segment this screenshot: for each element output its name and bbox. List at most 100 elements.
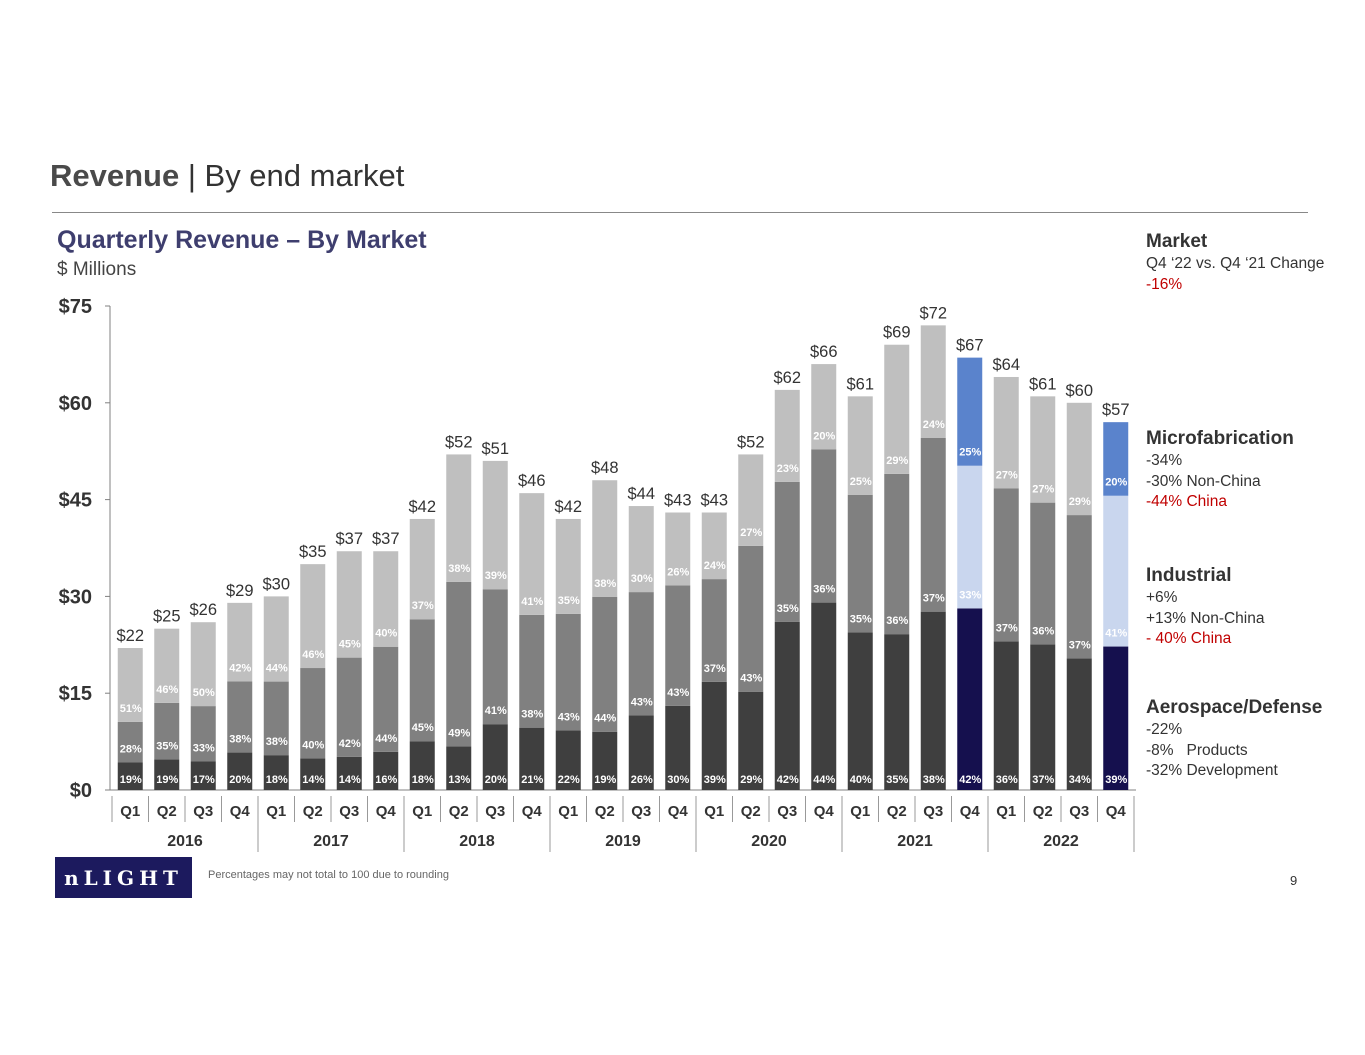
quarter-label: Q4 [522, 803, 543, 820]
microfab-pct-label: 29% [886, 455, 908, 467]
microfab-pct-label: 25% [959, 447, 981, 459]
microfab-pct-label: 41% [521, 596, 543, 608]
aerospace-segment [774, 621, 800, 790]
industrial-pct-label: 42% [339, 738, 361, 750]
industrial-pct-label: 43% [558, 711, 580, 723]
microfab-pct-label: 46% [302, 649, 324, 661]
microfab-line1: -34% [1146, 452, 1183, 469]
total-label: $30 [262, 575, 290, 593]
aerospace-pct-label: 21% [521, 774, 543, 786]
total-label: $37 [372, 530, 400, 548]
microfab-pct-label: 27% [740, 527, 762, 539]
total-label: $43 [664, 492, 692, 510]
microfab-segment [300, 564, 326, 669]
microfab-pct-label: 40% [375, 628, 397, 640]
industrial-pct-label: 35% [850, 614, 872, 626]
microfab-pct-label: 35% [558, 595, 580, 607]
industrial-segment [190, 706, 216, 762]
aerospace-segment [227, 752, 253, 790]
aerospace-segment [555, 730, 581, 790]
microfab-segment [154, 628, 180, 703]
quarter-label: Q3 [193, 803, 213, 820]
quarter-label: Q3 [631, 803, 651, 820]
footnote: Percentages may not total to 100 due to … [208, 869, 449, 881]
market-line2: -16% [1146, 275, 1183, 293]
y-tick-label: $60 [59, 393, 92, 415]
microfab-segment [628, 506, 654, 593]
microfab-segment [227, 602, 253, 682]
chart-subtitle: $ Millions [57, 259, 137, 280]
industrial-segment [1066, 515, 1092, 659]
industrial-line1: +6% [1146, 589, 1178, 606]
aerospace-pct-label: 16% [375, 774, 397, 786]
aerospace-pct-label: 29% [740, 774, 762, 786]
industrial-segment [336, 657, 362, 757]
total-label: $72 [919, 304, 947, 322]
aerospace-pct-label: 39% [704, 774, 726, 786]
aerospace-segment [300, 758, 326, 790]
aerospace-segment [154, 759, 180, 790]
industrial-pct-label: 28% [120, 743, 142, 755]
quarter-label: Q2 [1033, 803, 1053, 820]
microfab-segment [1066, 402, 1092, 516]
industrial-pct-label: 44% [594, 713, 616, 725]
aerospace-segment [117, 762, 143, 790]
aerospace-line3: -32% Development [1146, 762, 1278, 779]
quarter-label: Q1 [996, 803, 1016, 820]
market-line1: Q4 ‘22 vs. Q4 ‘21 Change [1146, 255, 1325, 272]
total-label: $42 [554, 498, 582, 516]
quarter-label: Q1 [266, 803, 286, 820]
microfab-heading: Microfabrication [1146, 428, 1294, 449]
quarter-label: Q1 [704, 803, 724, 820]
microfab-segment [920, 325, 946, 438]
total-label: $43 [700, 492, 728, 510]
industrial-segment [409, 619, 435, 742]
microfab-pct-label: 50% [193, 687, 215, 699]
year-label: 2017 [313, 833, 349, 850]
chart-title: Quarterly Revenue – By Market [57, 226, 427, 254]
microfab-segment [446, 454, 472, 582]
industrial-pct-label: 35% [777, 603, 799, 615]
aerospace-pct-label: 36% [996, 774, 1018, 786]
microfab-pct-label: 38% [594, 578, 616, 590]
industrial-pct-label: 38% [229, 734, 251, 746]
aerospace-pct-label: 14% [302, 774, 324, 786]
year-label: 2020 [751, 833, 787, 850]
aerospace-segment [1103, 646, 1129, 790]
aerospace-pct-label: 18% [266, 774, 288, 786]
aerospace-pct-label: 13% [448, 774, 470, 786]
industrial-pct-label: 37% [923, 593, 945, 605]
quarter-label: Q4 [814, 803, 835, 820]
industrial-segment [117, 721, 143, 763]
industrial-segment [884, 473, 910, 635]
industrial-segment [519, 614, 545, 728]
total-label: $66 [810, 343, 838, 361]
industrial-segment [811, 449, 837, 603]
industrial-pct-label: 44% [375, 733, 397, 745]
year-label: 2021 [897, 833, 933, 850]
microfab-pct-label: 45% [339, 639, 361, 651]
market-summary: Market Q4 ‘22 vs. Q4 ‘21 Change -16% [1146, 230, 1324, 295]
microfab-pct-label: 27% [996, 470, 1018, 482]
aerospace-segment [665, 705, 691, 790]
industrial-segment [592, 596, 618, 732]
microfab-segment [738, 454, 764, 546]
industrial-segment [300, 668, 326, 759]
year-label: 2022 [1043, 833, 1079, 850]
microfab-segment [592, 480, 618, 597]
microfab-segment [117, 648, 143, 722]
aerospace-pct-label: 44% [813, 774, 835, 786]
aerospace-segment [1066, 658, 1092, 790]
industrial-pct-label: 41% [485, 705, 507, 717]
industrial-segment [227, 681, 253, 753]
microfab-segment [373, 551, 399, 647]
y-tick-label: $30 [59, 586, 92, 608]
revenue-chart: $0 $15 $30 $45 $60 $75 19% 28% 51% $22 Q1 19% 35% 46%… [59, 296, 1136, 852]
aerospace-pct-label: 14% [339, 774, 361, 786]
industrial-pct-label: 40% [302, 739, 324, 751]
aerospace-pct-label: 42% [777, 774, 799, 786]
industrial-pct-label: 49% [448, 727, 470, 739]
total-label: $57 [1102, 401, 1130, 419]
industrial-segment [665, 585, 691, 706]
industrial-segment [446, 581, 472, 747]
